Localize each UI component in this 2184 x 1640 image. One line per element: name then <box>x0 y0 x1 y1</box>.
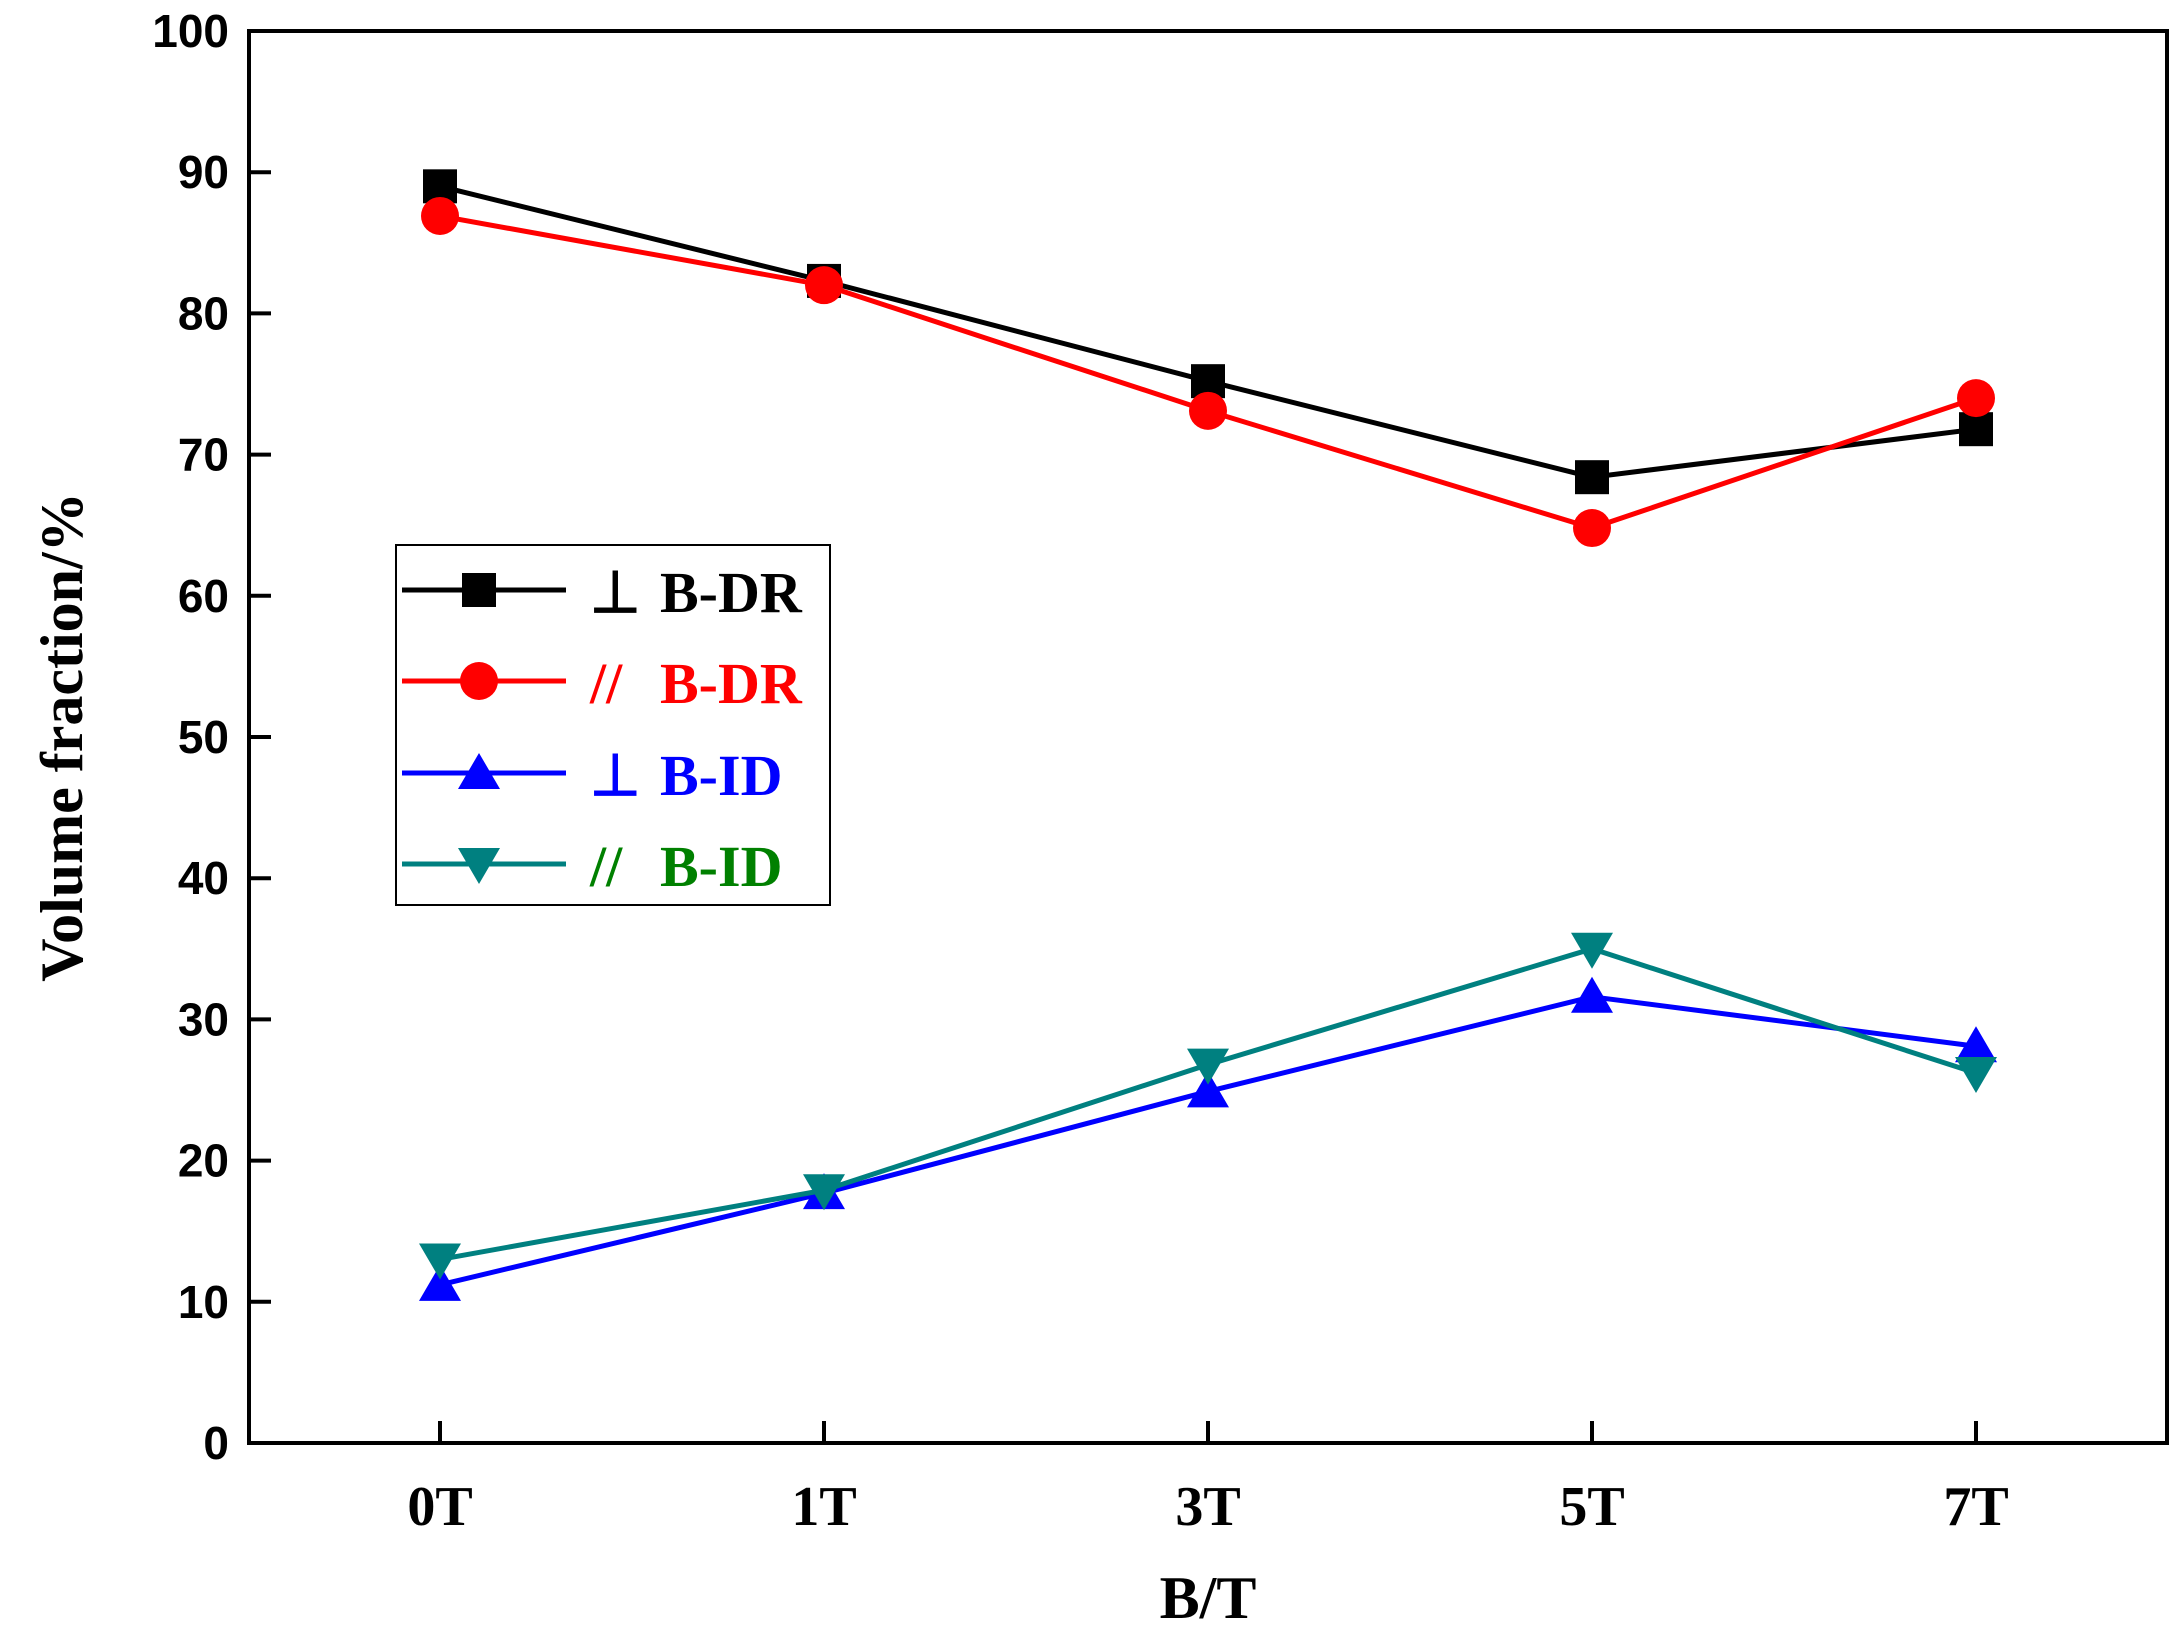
y-tick-label-100: 100 <box>152 5 229 57</box>
legend-entry-2-marker <box>460 662 498 700</box>
legend-entry-4-marker <box>458 848 500 884</box>
series-3-point-7t <box>1955 1026 1997 1063</box>
series-1-line <box>439 183 1977 480</box>
legend-entry-3-marker <box>458 753 500 789</box>
x-tick-label-0t: 0T <box>407 1476 472 1538</box>
y-tick-label-10: 10 <box>178 1276 229 1328</box>
legend-entry-3-symbol: ⊥ <box>590 743 641 808</box>
legend-entry-1-symbol: ⊥ <box>590 560 641 625</box>
y-tick-label-50: 50 <box>178 711 229 763</box>
y-tick-label-0: 0 <box>203 1417 229 1469</box>
series-3-point-5t <box>1571 976 1613 1013</box>
series-2-point-5t <box>1573 509 1611 548</box>
series-3 <box>419 976 1997 1301</box>
series-3-point-3t <box>1187 1071 1229 1108</box>
series-layer <box>419 169 1997 1301</box>
series-1-point-5t <box>1575 460 1609 495</box>
series-2-point-3t <box>1189 391 1227 430</box>
legend-entry-2-symbol: // <box>589 651 623 716</box>
series-4 <box>419 932 1997 1280</box>
series-4-point-0t <box>419 1243 461 1280</box>
x-tick-label-1t: 1T <box>791 1476 856 1538</box>
x-tick-label-5t: 5T <box>1559 1476 1624 1538</box>
y-tick-label-80: 80 <box>178 287 229 339</box>
series-2-point-1t <box>805 266 843 305</box>
legend: ⊥ B-DR // B-DR ⊥ B-ID // B-ID <box>395 544 831 906</box>
y-axis-ticks: 0 10 20 30 40 50 60 70 80 90 100 <box>152 5 271 1469</box>
legend-entry-4-label: B-ID <box>660 834 782 899</box>
y-tick-label-40: 40 <box>178 852 229 904</box>
series-4-point-3t <box>1187 1048 1229 1085</box>
series-2-point-0t <box>421 196 459 235</box>
series-4-point-7t <box>1955 1057 1997 1094</box>
y-tick-label-70: 70 <box>178 429 229 481</box>
x-axis-ticks: 0T 1T 3T 5T 7T <box>407 1421 2009 1538</box>
y-tick-label-60: 60 <box>178 570 229 622</box>
x-tick-label-3t: 3T <box>1175 1476 1240 1538</box>
series-4-point-5t <box>1571 932 1613 969</box>
series-4-point-1t <box>803 1174 845 1211</box>
legend-entry-4: // B-ID <box>402 834 782 899</box>
legend-entry-3: ⊥ B-ID <box>402 743 782 808</box>
legend-entry-3-label: B-ID <box>660 743 782 808</box>
series-2-point-7t <box>1957 379 1995 418</box>
series-1 <box>423 169 1993 495</box>
y-tick-label-90: 90 <box>178 146 229 198</box>
y-axis-title: Volume fraction/% <box>29 492 95 981</box>
legend-entry-4-symbol: // <box>589 834 623 899</box>
legend-entry-2: // B-DR <box>402 651 803 716</box>
series-2 <box>421 196 1995 548</box>
x-axis-title: B/T <box>1160 1565 1257 1631</box>
series-3-line <box>439 994 1977 1288</box>
legend-entry-2-label: B-DR <box>660 651 803 716</box>
series-3-point-0t <box>419 1264 461 1301</box>
legend-entry-1-marker <box>462 573 496 607</box>
y-tick-label-30: 30 <box>178 993 229 1045</box>
series-1-point-7t <box>1959 412 1993 447</box>
legend-entry-1-label: B-DR <box>660 560 803 625</box>
y-tick-label-20: 20 <box>178 1135 229 1187</box>
legend-entry-1: ⊥ B-DR <box>402 560 803 625</box>
x-tick-label-7t: 7T <box>1943 1476 2008 1538</box>
